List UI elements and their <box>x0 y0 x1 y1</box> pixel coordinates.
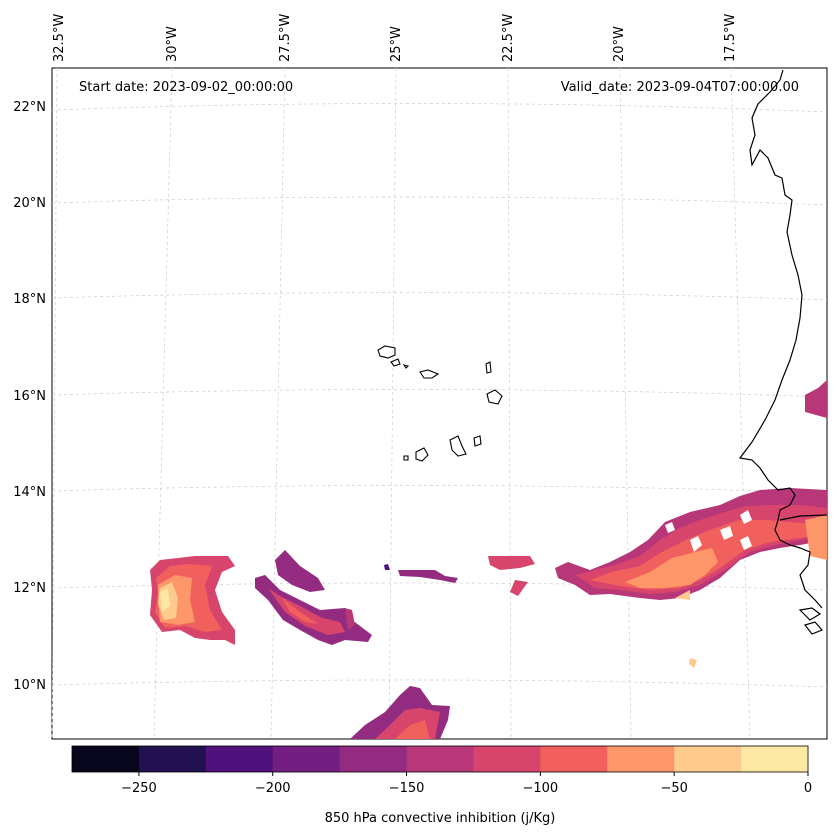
colorbar-swatch <box>272 746 341 772</box>
colorbar-frame <box>71 745 809 773</box>
valid-date-label: Valid_date: 2023-09-04T07:00:00.00 <box>561 80 799 95</box>
lat-label: 14°N <box>13 485 46 500</box>
cin-region-east-dot <box>689 658 697 668</box>
lon-label: 27.5°W <box>278 14 293 62</box>
lat-label: 12°N <box>13 581 46 596</box>
lon-label: 17.5°W <box>723 14 738 62</box>
island-maio <box>473 435 482 447</box>
cin-region-frag <box>510 580 528 596</box>
colorbar: −250 −200 −150 −100 −50 0 850 hPa convective … <box>71 745 812 826</box>
coastlines <box>738 69 828 635</box>
lon-label: 32.5°W <box>52 14 67 62</box>
colorbar-swatch <box>406 746 474 772</box>
lat-label: 16°N <box>13 389 46 404</box>
cin-region-east-core <box>625 548 718 588</box>
start-date-label: Start date: 2023-09-02_00:00:00 <box>79 80 293 95</box>
cin-filled-contours <box>150 380 827 739</box>
colorbar-swatches <box>72 746 809 772</box>
island-boa-vista <box>486 389 503 405</box>
coast-islands <box>798 607 822 621</box>
island-sal <box>485 361 492 374</box>
cin-region-band-inner <box>268 588 345 635</box>
lon-label: 22.5°W <box>501 14 516 62</box>
colorbar-tick-label: 0 <box>804 781 812 796</box>
cin-region-frag <box>398 570 458 583</box>
africa-coastline <box>738 69 823 609</box>
cin-region-east-north <box>805 380 827 418</box>
colorbar-swatch <box>72 746 140 772</box>
colorbar-tick-label: −100 <box>523 781 559 796</box>
lon-label: 20°W <box>612 26 627 62</box>
parallel-line <box>51 389 828 398</box>
lon-label: 30°W <box>165 26 180 62</box>
colorbar-swatch <box>473 746 541 772</box>
colorbar-ticks: −250 −200 −150 −100 −50 0 <box>121 772 812 796</box>
island-sao-vicente <box>390 358 401 367</box>
lat-label: 10°N <box>13 678 46 693</box>
colorbar-swatch <box>741 746 809 772</box>
parallel-line <box>51 679 828 688</box>
colorbar-tick-label: −200 <box>255 781 291 796</box>
colorbar-swatch <box>339 746 408 772</box>
parallel-line <box>51 292 828 301</box>
cape-verde-islands <box>377 345 503 462</box>
lon-label: 25°W <box>389 26 404 62</box>
lat-label: 20°N <box>13 196 46 211</box>
parallel-line <box>51 196 828 206</box>
cin-region-west-peak <box>160 588 170 612</box>
island-santo-antao <box>377 345 396 359</box>
lat-label: 22°N <box>13 100 46 115</box>
meridian-line <box>619 67 632 740</box>
lat-label: 18°N <box>13 292 46 307</box>
meridian-line <box>730 67 751 740</box>
colorbar-swatch <box>674 746 742 772</box>
colorbar-swatch <box>607 746 675 772</box>
colorbar-label: 850 hPa convective inhibition (j/Kg) <box>325 811 556 826</box>
gambia-river <box>779 514 828 521</box>
cin-region-frag <box>384 564 390 570</box>
cin-hole <box>720 526 733 540</box>
parallel-line <box>51 485 828 494</box>
colorbar-tick-label: −50 <box>660 781 687 796</box>
cin-region-east-coast <box>805 515 827 560</box>
island-santiago <box>449 435 467 457</box>
island-brava <box>403 455 409 461</box>
latitude-labels: 22°N 20°N 18°N 16°N 14°N 12°N 10°N <box>13 100 46 693</box>
longitude-labels: 32.5°W 30°W 27.5°W 25°W 22.5°W 20°W 17.5… <box>52 14 738 62</box>
island-sao-nicolau <box>419 369 440 379</box>
cin-region-south-inner <box>395 720 430 739</box>
cin-hole <box>690 536 702 552</box>
colorbar-tick-label: −250 <box>121 781 157 796</box>
island-fogo <box>415 447 429 462</box>
cin-hole <box>665 522 675 533</box>
coast-islands <box>803 621 824 635</box>
cin-region-band-tip <box>345 608 355 630</box>
colorbar-tick-label: −150 <box>389 781 425 796</box>
meridian-line <box>388 67 397 740</box>
meridian-line <box>51 67 58 740</box>
colorbar-swatch <box>540 746 608 772</box>
cin-region-frag <box>488 556 535 570</box>
colorbar-swatch <box>205 746 274 772</box>
colorbar-swatch <box>138 746 207 772</box>
meridian-line <box>507 67 512 740</box>
cin-hole <box>740 536 752 550</box>
map-frame <box>51 67 828 740</box>
cin-hole <box>740 510 752 524</box>
cin-region-east-peak <box>675 590 690 600</box>
island-santa-luzia <box>402 364 410 369</box>
parallel-line <box>51 103 828 113</box>
meridian-line <box>270 67 286 740</box>
meridian-line <box>153 67 173 740</box>
cin-region-band-upper <box>275 550 325 592</box>
